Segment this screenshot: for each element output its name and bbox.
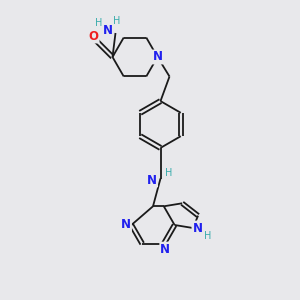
Text: N: N: [147, 173, 157, 187]
Text: N: N: [160, 243, 170, 256]
Text: H: H: [113, 16, 121, 26]
Text: N: N: [193, 221, 202, 235]
Text: H: H: [204, 231, 211, 242]
Text: O: O: [88, 29, 99, 43]
Text: N: N: [103, 24, 113, 37]
Text: N: N: [152, 50, 163, 64]
Text: H: H: [165, 168, 172, 178]
Text: N: N: [121, 218, 131, 232]
Text: H: H: [95, 17, 103, 28]
